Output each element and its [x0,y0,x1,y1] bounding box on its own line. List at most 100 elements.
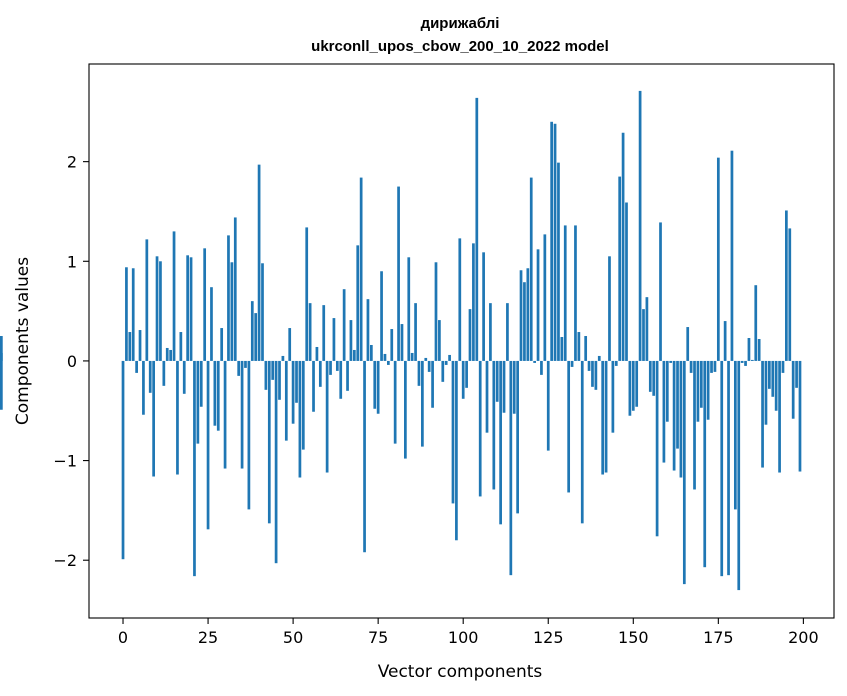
bar-180 [733,360,737,510]
bar-182 [740,360,744,363]
bar-179 [730,150,734,361]
bar-115 [512,360,516,414]
bar-6 [142,360,145,415]
bar-170 [699,360,703,408]
bar-198 [795,360,798,388]
bar-17 [179,332,183,361]
bar-5 [138,330,142,361]
bar-199 [798,360,802,472]
bar-86 [414,303,417,361]
bar-46 [278,360,281,400]
bar-144 [611,360,615,433]
bar-38 [250,301,254,361]
bar-120 [529,177,533,361]
y-tick-label--1: −1 [53,452,77,471]
bar-130 [563,225,567,361]
x-tick-label-100: 100 [448,628,479,647]
bar-183 [744,360,747,366]
bar-133 [574,225,577,361]
bar-162 [672,360,676,471]
bar-132 [570,360,574,367]
bar-154 [645,297,649,361]
bar-197 [791,360,795,419]
bar-70 [359,177,363,361]
bar-14 [169,349,172,361]
bar-undefined [0,336,3,361]
bar-172 [706,360,710,420]
bar-173 [710,360,713,373]
y-tick-label-0: 0 [67,352,77,371]
bar-1 [125,267,128,361]
bar-100 [461,360,465,399]
bar-81 [397,186,400,361]
bar-104 [475,97,479,361]
bar-80 [393,360,397,444]
bar-18 [182,360,186,394]
bar-60 [325,360,329,473]
bar-15 [172,231,176,361]
bar-196 [788,228,792,361]
bar-69 [356,245,360,361]
bar-111 [499,360,502,525]
bar-90 [427,360,431,372]
bar-140 [597,355,601,361]
bar-136 [584,336,588,361]
bar-116 [516,360,519,514]
y-tick-label--2: −2 [53,551,77,570]
bar-64 [339,360,343,399]
bar-59 [322,305,326,361]
bar-185 [751,359,754,361]
bar-33 [233,217,237,361]
bar-20 [189,257,193,361]
bar-117 [519,270,523,361]
bar-161 [669,360,673,363]
bar-37 [247,360,251,510]
bar-48 [284,360,288,441]
bar-101 [465,360,468,388]
bar-119 [526,268,530,361]
bar-84 [407,257,411,361]
bar-147 [621,132,625,361]
bar-54 [305,227,309,361]
bar-16 [176,360,179,475]
bar-110 [495,360,499,402]
y-tick-label-1: 1 [67,252,77,271]
bar-30 [223,360,227,469]
bar-135 [580,360,584,524]
bar-156 [652,360,656,396]
bar-83 [404,360,407,459]
bar-45 [274,360,278,564]
bar-92 [434,262,438,361]
bar-0 [121,360,125,560]
bar-125 [546,360,550,451]
bar-36 [244,360,247,368]
bar-164 [679,360,683,478]
bar-71 [363,360,366,553]
bar-107 [485,360,489,433]
bar-79 [390,329,394,361]
bar-188 [761,360,764,468]
bar-190 [768,360,771,389]
bar-24 [203,248,207,361]
bar-122 [536,249,540,361]
bar-193 [778,360,781,473]
bar-75 [376,360,380,414]
bar-58 [318,360,322,387]
bar-160 [665,360,669,422]
bar-91 [431,360,434,408]
bar-55 [308,303,312,361]
bar-176 [720,360,724,577]
bar-63 [335,360,339,371]
bar-146 [618,176,622,361]
bar-143 [608,256,611,361]
bar-106 [482,252,485,361]
bar-26 [210,287,213,361]
bar-87 [417,360,421,386]
bar-13 [165,347,169,361]
bar-129 [560,337,564,361]
bar-109 [492,360,496,490]
bar-2 [128,332,132,361]
bar-3 [131,268,135,361]
bar-67 [349,320,353,361]
